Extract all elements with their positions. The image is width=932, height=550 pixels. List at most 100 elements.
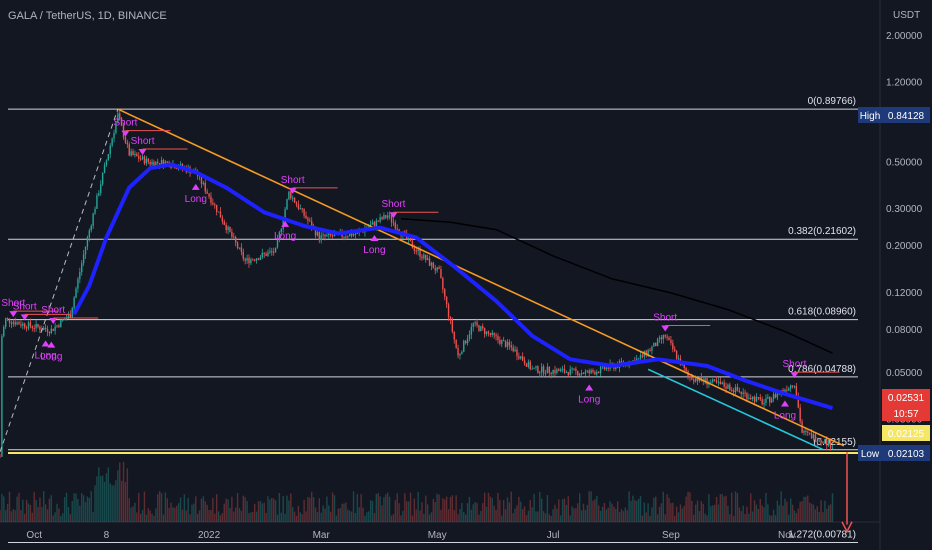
volume-bar: [343, 503, 345, 522]
volume-bar: [727, 505, 729, 522]
candle-body: [672, 343, 674, 350]
candle-body: [571, 368, 573, 370]
candle-body: [27, 322, 30, 329]
volume-bar: [231, 496, 233, 522]
volume-bar: [578, 493, 581, 522]
candle-body: [782, 390, 784, 392]
volume-bar: [272, 498, 275, 522]
price-tag-box: [882, 445, 930, 461]
candle-body: [653, 342, 655, 347]
candle-body: [662, 335, 665, 340]
volume-bar: [56, 503, 58, 522]
candle-body: [677, 358, 680, 360]
volume-bar: [98, 467, 100, 522]
volume-bar: [594, 499, 596, 522]
volume-bar: [563, 498, 566, 522]
long-signal-marker: [370, 235, 379, 242]
volume-bar: [628, 491, 630, 522]
candle-body: [35, 323, 37, 329]
candle-body: [115, 122, 117, 133]
candle-body: [54, 326, 56, 331]
candle-body: [556, 369, 558, 374]
volume-bar: [238, 508, 241, 522]
candle-body: [81, 263, 83, 273]
volume-bar: [620, 509, 623, 522]
volume-bar: [392, 514, 395, 522]
volume-bar: [504, 509, 507, 522]
volume-bar: [559, 515, 562, 522]
candle-body: [550, 372, 552, 374]
volume-bar: [808, 502, 811, 522]
volume-bar: [544, 513, 547, 522]
volume-bar: [214, 513, 216, 522]
volume-bar: [706, 515, 708, 522]
candle-body: [674, 349, 676, 351]
candle-body: [343, 236, 345, 238]
short-signal-label: Short: [653, 312, 677, 323]
candle-body: [271, 251, 273, 253]
volume-bar: [160, 493, 163, 522]
volume-bar: [316, 512, 319, 522]
candle-body: [683, 364, 685, 368]
price-tick: 0.05000: [886, 368, 923, 379]
volume-bar: [550, 515, 552, 522]
volume-bar: [502, 500, 505, 522]
volume-bar: [147, 508, 149, 522]
volume-bar: [1, 494, 3, 522]
candle-body: [523, 360, 526, 364]
volume-bar: [624, 507, 627, 522]
volume-bar: [799, 501, 801, 522]
volume-bar: [24, 513, 26, 522]
candle-body: [24, 323, 26, 328]
volume-bar: [425, 495, 427, 522]
candle-body: [455, 339, 457, 348]
candle-body: [383, 215, 385, 220]
volume-bar: [225, 498, 227, 522]
candle-body: [727, 384, 729, 389]
candle-body: [738, 390, 741, 392]
fib-level-label: 0.786(0.04788): [788, 364, 856, 375]
candle-body: [227, 226, 229, 230]
volume-bar: [297, 505, 300, 522]
candle-body: [12, 322, 15, 324]
volume-bar: [599, 510, 602, 522]
candle-body: [499, 339, 501, 344]
candle-body: [94, 208, 96, 214]
candle-body: [219, 211, 222, 218]
volume-bar: [299, 512, 302, 522]
candle-body: [381, 217, 383, 220]
volume-bar: [341, 503, 343, 522]
volume-bar: [685, 496, 687, 522]
candle-body: [567, 372, 569, 376]
candle-body: [316, 232, 319, 236]
volume-bar: [371, 500, 374, 522]
volume-bar: [561, 499, 564, 522]
volume-bar: [82, 495, 85, 522]
candle-body: [588, 370, 590, 374]
candle-body: [421, 256, 423, 259]
volume-bar: [52, 515, 54, 522]
volume-bar: [748, 513, 750, 522]
volume-bar: [143, 491, 146, 522]
volume-bar: [712, 505, 714, 522]
volume-bar: [18, 492, 20, 522]
volume-bar: [795, 513, 798, 522]
volume-bar: [575, 508, 577, 522]
volume-bar: [670, 503, 672, 522]
candle-body: [210, 196, 212, 203]
candle-body: [525, 363, 528, 367]
volume-bar: [582, 503, 585, 522]
volume-bar: [672, 502, 674, 522]
candle-body: [554, 370, 556, 374]
volume-bar: [569, 515, 571, 522]
volume-bar: [776, 500, 779, 522]
candle-body: [246, 258, 248, 261]
volume-bar: [495, 509, 497, 522]
candle-body: [586, 370, 589, 372]
volume-bar: [626, 510, 628, 522]
candle-body: [468, 334, 471, 339]
candle-body: [56, 325, 58, 327]
candle-body: [700, 376, 703, 381]
candle-body: [769, 397, 771, 403]
